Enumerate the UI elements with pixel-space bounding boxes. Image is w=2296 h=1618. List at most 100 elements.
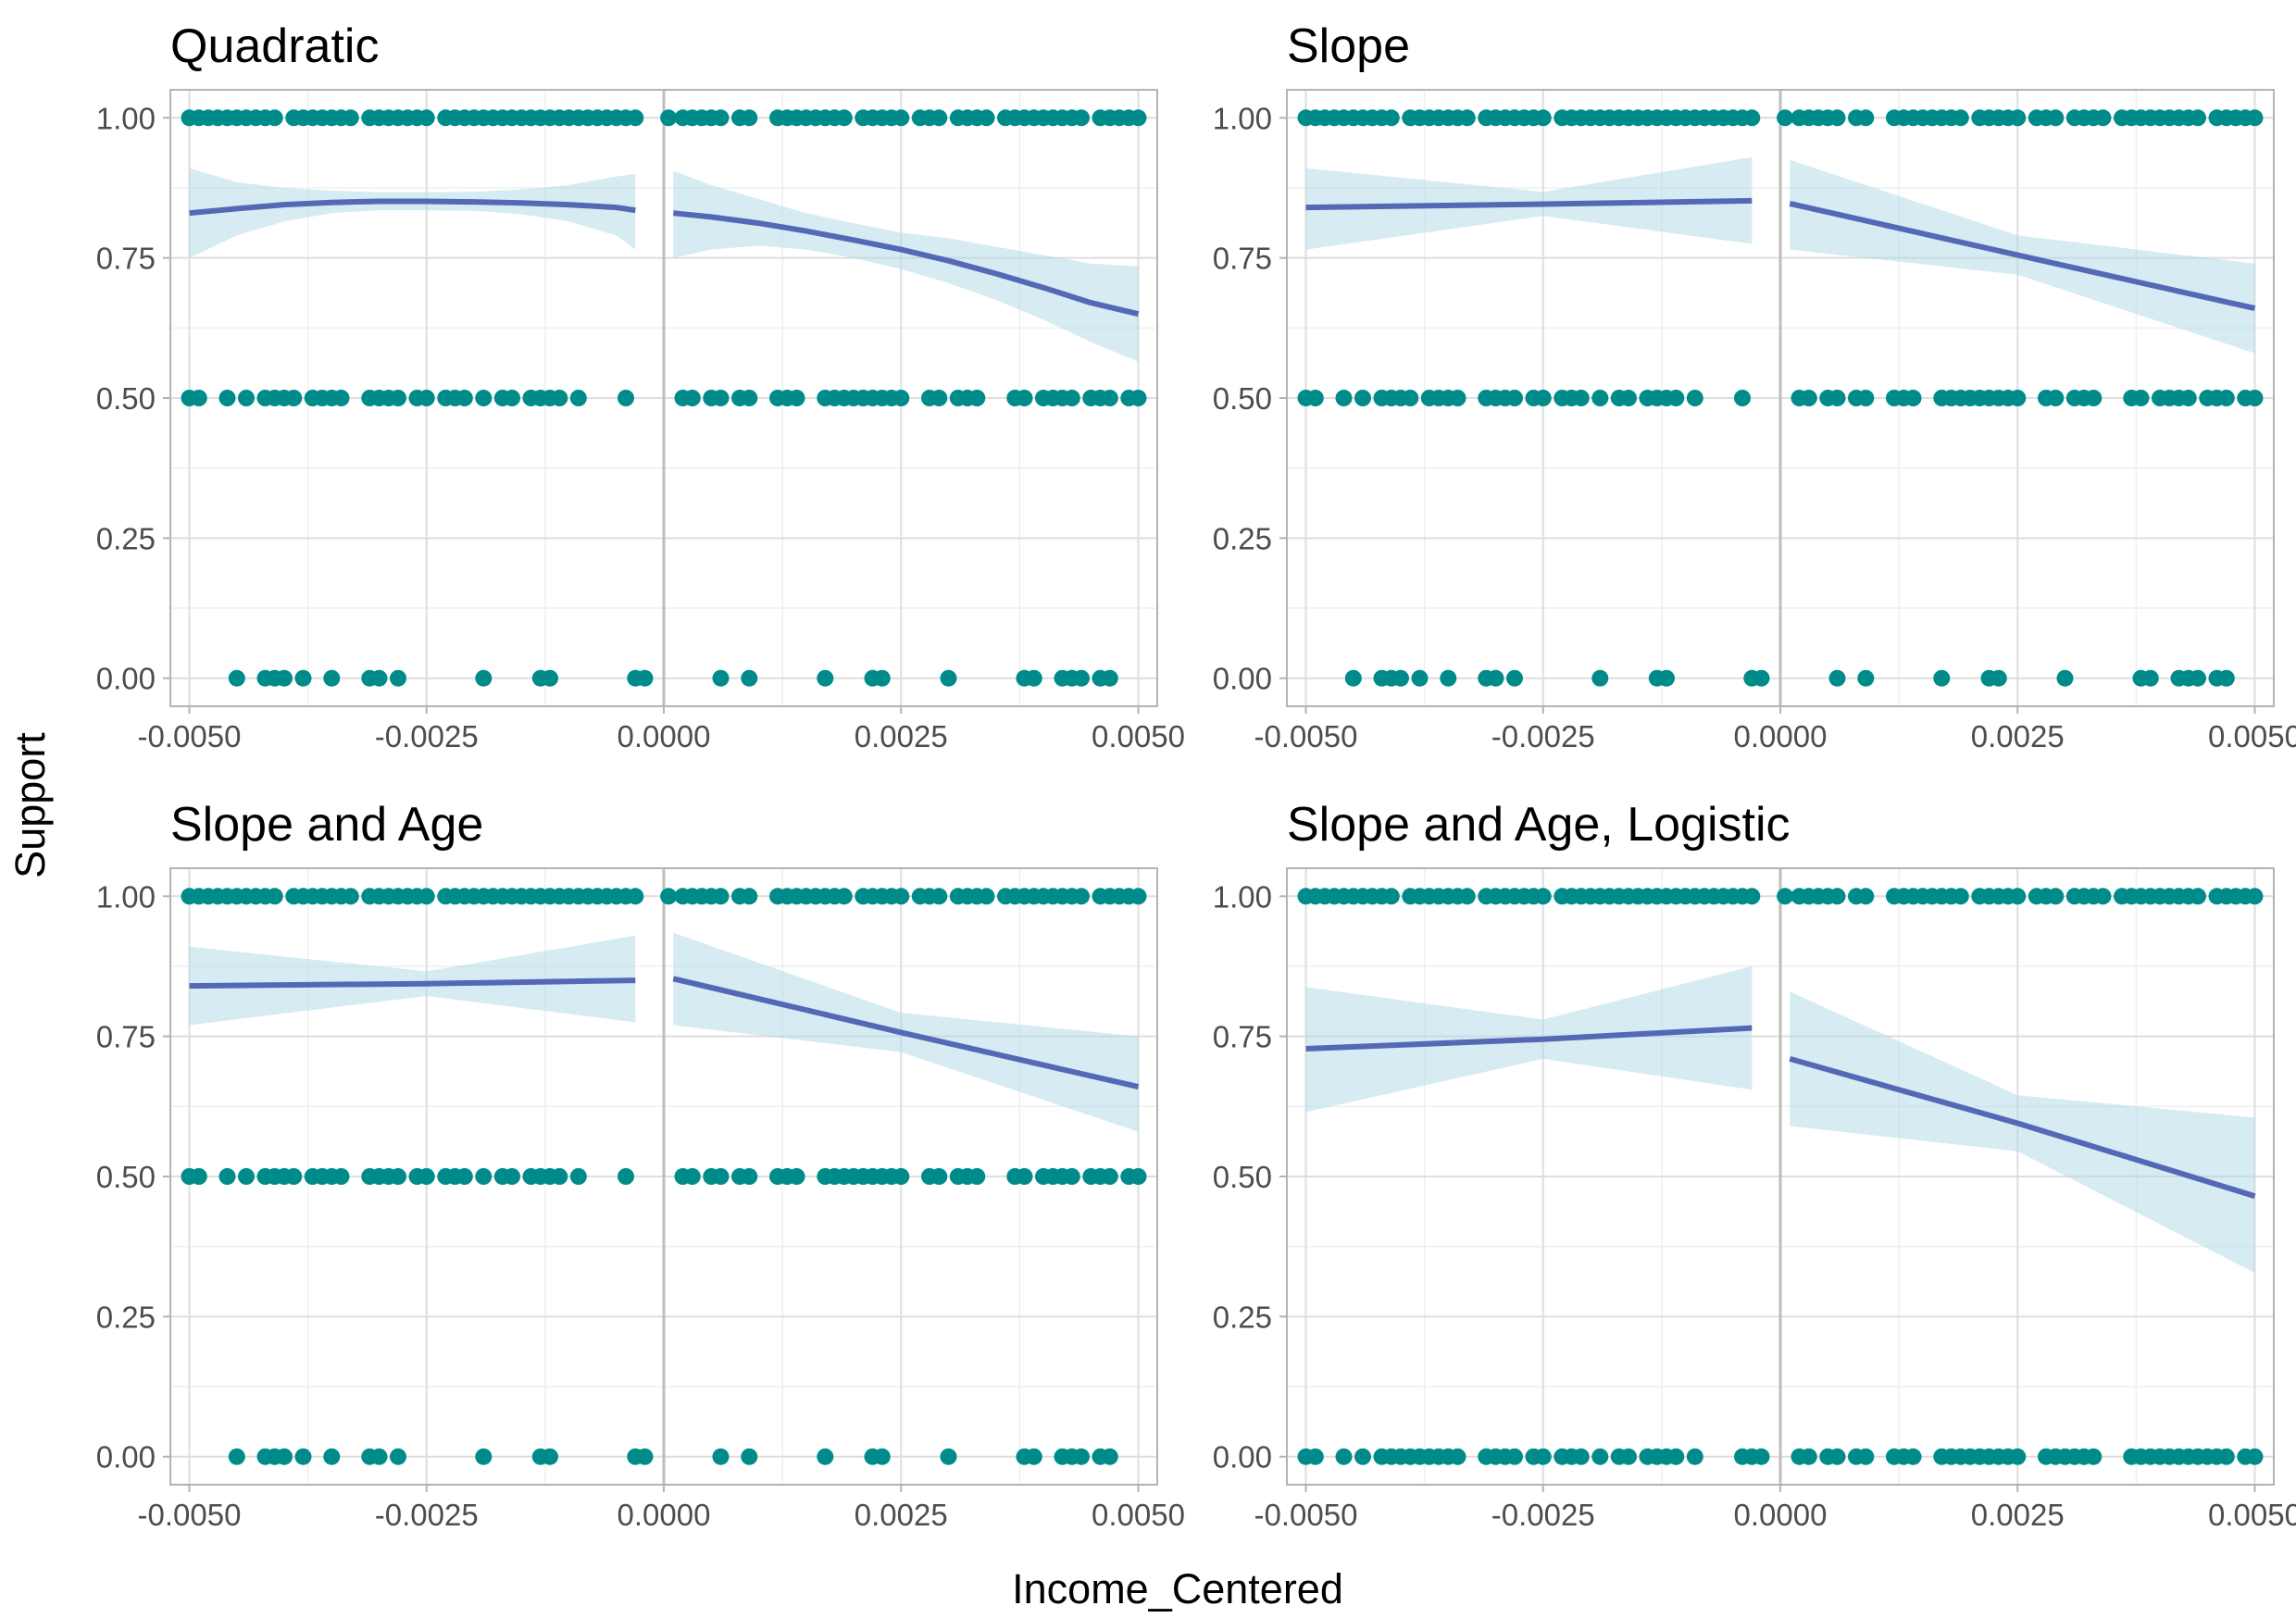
- data-point: [627, 888, 644, 905]
- data-point: [1129, 888, 1147, 905]
- x-tick-label: -0.0050: [1254, 719, 1358, 753]
- x-tick-label: 0.0025: [855, 1498, 948, 1532]
- data-point: [1828, 669, 1846, 687]
- data-point: [2047, 390, 2065, 406]
- data-point: [712, 669, 730, 687]
- y-tick-label: 0.75: [1213, 242, 1272, 276]
- data-point: [285, 390, 303, 406]
- data-point: [2190, 888, 2206, 905]
- data-point: [636, 669, 654, 687]
- facet-panel-2: Slope -0.0050 -0.0025 0.0000 0.0025 0.0050 0.0…: [1213, 19, 2296, 753]
- data-point: [542, 1448, 558, 1465]
- data-point: [1800, 390, 1817, 406]
- data-point: [475, 669, 493, 687]
- data-point: [968, 1168, 986, 1185]
- data-point: [835, 888, 853, 905]
- data-point: [504, 390, 520, 406]
- data-point: [551, 390, 568, 406]
- panel-title: Slope: [1287, 19, 1410, 73]
- fit-line-left: [1305, 1025, 1753, 1052]
- data-point: [1686, 1448, 1703, 1465]
- data-point: [276, 1448, 293, 1465]
- x-tick-label: -0.0025: [375, 1498, 479, 1532]
- data-point: [2009, 888, 2027, 905]
- y-tick-label: 0.25: [96, 521, 156, 555]
- data-point: [940, 669, 957, 687]
- data-point: [1591, 390, 1609, 406]
- y-tick-label: 1.00: [96, 879, 156, 914]
- data-point: [238, 1168, 255, 1185]
- data-point: [418, 390, 435, 406]
- data-point: [636, 1448, 654, 1465]
- data-point: [1990, 669, 2007, 687]
- data-point: [618, 1168, 634, 1185]
- data-point: [1016, 1168, 1033, 1185]
- data-point: [2047, 888, 2065, 905]
- y-axis-title: Support: [6, 732, 54, 878]
- data-point: [1025, 669, 1042, 687]
- data-point: [1506, 1448, 1523, 1465]
- data-point: [2217, 669, 2235, 687]
- x-tick-label: -0.0050: [138, 719, 242, 753]
- data-point: [1354, 390, 1371, 406]
- panel-title: Slope and Age: [170, 798, 483, 852]
- data-point: [1063, 1168, 1080, 1185]
- x-tick-label: 0.0025: [1971, 719, 2065, 753]
- data-point: [892, 390, 910, 406]
- data-point: [741, 109, 758, 127]
- data-point: [2009, 1448, 2027, 1465]
- data-point: [1658, 669, 1675, 687]
- data-point: [1591, 669, 1609, 687]
- data-point: [817, 669, 834, 687]
- data-point: [1743, 109, 1761, 127]
- data-point: [190, 390, 207, 406]
- y-tick-label: 0.00: [96, 1440, 156, 1475]
- data-point: [817, 1448, 834, 1465]
- x-tick-label: -0.0025: [375, 719, 479, 753]
- data-point: [1402, 390, 1419, 406]
- data-point: [1904, 390, 1922, 406]
- data-point: [1904, 1448, 1922, 1465]
- data-point: [418, 109, 435, 127]
- data-point: [370, 669, 388, 687]
- y-tick-label: 0.75: [1213, 1020, 1272, 1054]
- data-point: [1828, 109, 1846, 127]
- data-point: [1667, 390, 1685, 406]
- y-tick-label: 0.75: [96, 1020, 156, 1054]
- y-tick-label: 0.50: [1213, 381, 1272, 416]
- data-point: [1025, 1448, 1042, 1465]
- data-point: [1828, 1448, 1846, 1465]
- data-point: [1952, 109, 1969, 127]
- fit-line-left: [189, 977, 636, 989]
- data-point: [390, 1448, 406, 1465]
- data-point: [1743, 888, 1761, 905]
- data-point: [2141, 669, 2159, 687]
- data-point: [370, 1448, 388, 1465]
- data-point: [2085, 1448, 2103, 1465]
- data-point: [455, 1168, 473, 1185]
- x-tick-label: -0.0050: [138, 1498, 242, 1532]
- data-point: [930, 888, 948, 905]
- data-point: [873, 669, 891, 687]
- data-point: [940, 1448, 957, 1465]
- data-point: [1534, 109, 1552, 127]
- x-tick-label: 0.0025: [855, 719, 948, 753]
- y-tick-label: 1.00: [96, 101, 156, 135]
- data-point: [1933, 669, 1951, 687]
- data-point: [2179, 390, 2197, 406]
- data-point: [683, 390, 701, 406]
- data-point: [2009, 109, 2027, 127]
- data-point: [1734, 390, 1751, 406]
- data-point: [285, 1168, 303, 1185]
- data-point: [712, 390, 730, 406]
- data-point: [892, 888, 910, 905]
- x-tick-label: 0.0000: [618, 1498, 711, 1532]
- data-point: [1591, 1448, 1609, 1465]
- data-point: [1382, 109, 1400, 127]
- data-point: [873, 1448, 891, 1465]
- data-point: [1382, 888, 1400, 905]
- data-point: [2009, 390, 2027, 406]
- data-point: [455, 390, 473, 406]
- data-point: [390, 669, 406, 687]
- data-point: [1073, 888, 1090, 905]
